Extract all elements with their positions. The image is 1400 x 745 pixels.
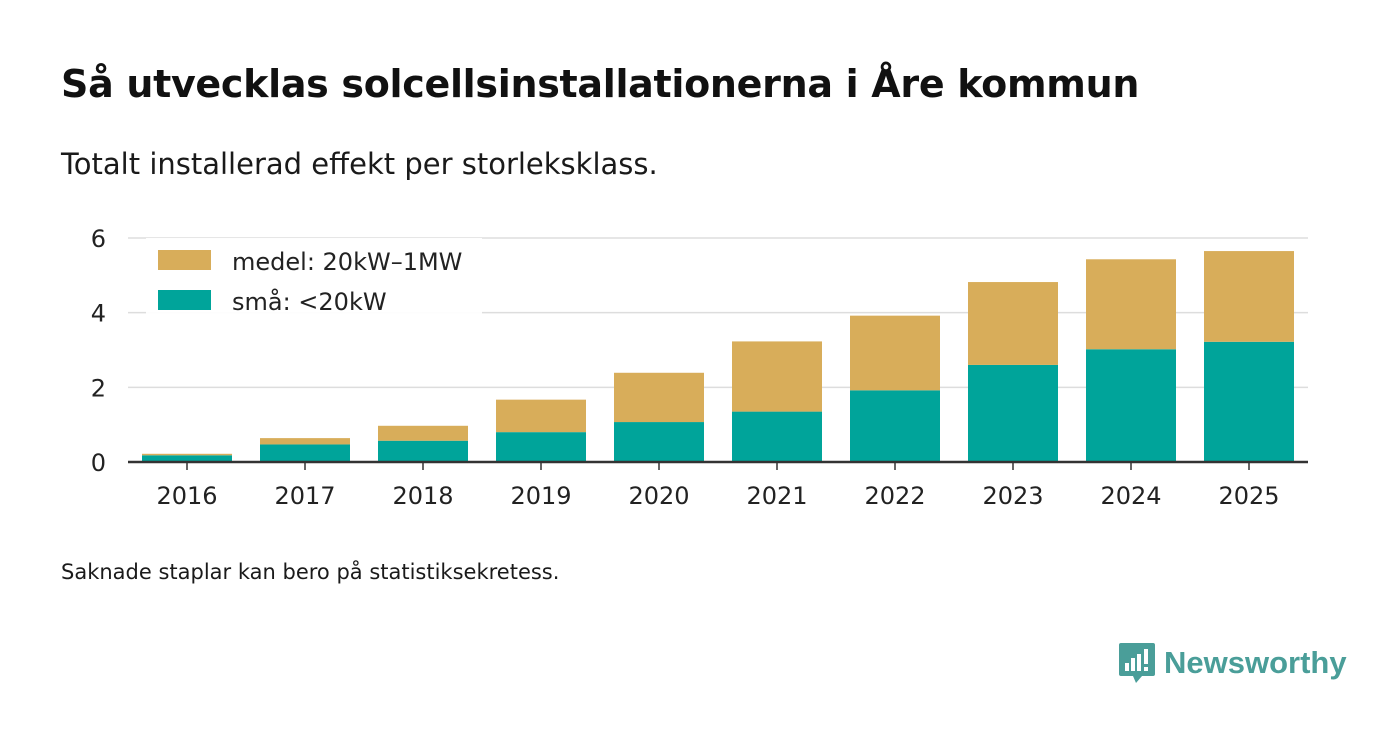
y-tick-label: 4 — [91, 300, 106, 328]
page-title: Så utvecklas solcellsinstallationerna i … — [61, 62, 1140, 106]
bar-medel-2022 — [850, 315, 940, 391]
legend: medel: 20kW–1MW små: <20kW — [146, 238, 482, 316]
bar-medel-2025 — [1204, 251, 1294, 342]
bar-medel-2023 — [968, 282, 1058, 365]
x-tick-label: 2016 — [156, 482, 217, 510]
footnote: Saknade staplar kan bero på statistiksek… — [61, 560, 560, 584]
bar-sma-2022 — [850, 390, 940, 462]
x-axis-ticks: 2016 2017 2018 2019 2020 2021 2022 2023 2024 2025 — [156, 462, 1280, 510]
x-tick-label: 2020 — [628, 482, 689, 510]
bar-sma-2025 — [1204, 341, 1294, 462]
bar-medel-2016 — [142, 453, 232, 456]
bar-sma-2020 — [614, 422, 704, 462]
bar-sma-2024 — [1086, 349, 1176, 462]
x-tick-label: 2025 — [1218, 482, 1279, 510]
newsworthy-logo-icon — [1119, 643, 1155, 683]
bar-medel-2024 — [1086, 259, 1176, 350]
bar-medel-2019 — [496, 399, 586, 433]
bar-sma-2019 — [496, 432, 586, 462]
x-tick-label: 2017 — [274, 482, 335, 510]
bars — [142, 251, 1294, 462]
x-tick-label: 2022 — [864, 482, 925, 510]
bar-sma-2023 — [968, 364, 1058, 462]
bar-medel-2020 — [614, 372, 704, 423]
legend-label-medel: medel: 20kW–1MW — [232, 248, 462, 276]
y-tick-label: 2 — [91, 374, 106, 402]
x-tick-label: 2023 — [982, 482, 1043, 510]
bar-sma-2018 — [378, 440, 468, 462]
brand-logo: Newsworthy — [1118, 641, 1347, 685]
y-axis-ticks: 0 2 4 6 — [91, 225, 106, 477]
legend-swatch-medel — [158, 250, 211, 270]
x-tick-label: 2021 — [746, 482, 807, 510]
y-tick-label: 0 — [91, 449, 106, 477]
legend-swatch-sma — [158, 290, 211, 310]
y-tick-label: 6 — [91, 225, 106, 253]
page-subtitle: Totalt installerad effekt per storlekskl… — [61, 147, 658, 181]
bar-medel-2017 — [260, 438, 350, 445]
bar-sma-2016 — [142, 455, 232, 462]
bar-sma-2021 — [732, 411, 822, 462]
x-tick-label: 2018 — [392, 482, 453, 510]
legend-label-sma: små: <20kW — [232, 287, 387, 316]
bar-sma-2017 — [260, 444, 350, 462]
bar-medel-2018 — [378, 425, 468, 441]
bar-medel-2021 — [732, 341, 822, 412]
brand-name: Newsworthy — [1164, 645, 1347, 680]
x-tick-label: 2019 — [510, 482, 571, 510]
x-tick-label: 2024 — [1100, 482, 1161, 510]
